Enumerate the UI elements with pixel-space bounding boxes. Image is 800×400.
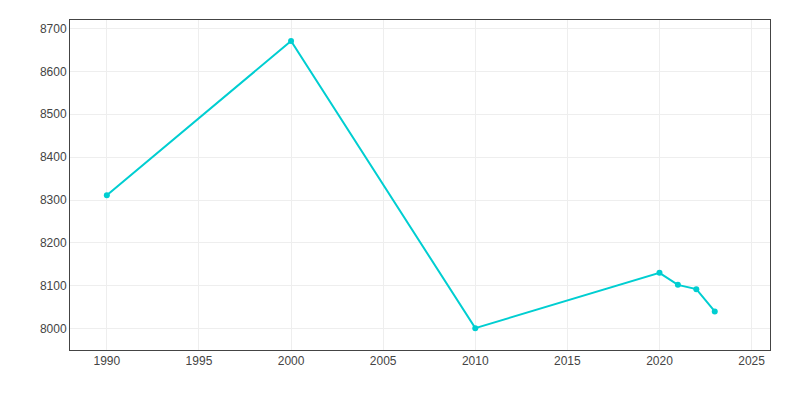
svg-text:1990: 1990 — [93, 354, 120, 368]
svg-text:8300: 8300 — [40, 193, 67, 207]
svg-text:2015: 2015 — [554, 354, 581, 368]
svg-text:8400: 8400 — [40, 150, 67, 164]
svg-text:8200: 8200 — [40, 236, 67, 250]
svg-text:8600: 8600 — [40, 65, 67, 79]
svg-text:2025: 2025 — [738, 354, 765, 368]
svg-text:8000: 8000 — [40, 322, 67, 336]
svg-text:2010: 2010 — [462, 354, 489, 368]
svg-text:8100: 8100 — [40, 279, 67, 293]
svg-text:2020: 2020 — [646, 354, 673, 368]
svg-text:2000: 2000 — [278, 354, 305, 368]
svg-text:8500: 8500 — [40, 107, 67, 121]
svg-text:1995: 1995 — [186, 354, 213, 368]
svg-text:2005: 2005 — [370, 354, 397, 368]
svg-text:8700: 8700 — [40, 22, 67, 36]
